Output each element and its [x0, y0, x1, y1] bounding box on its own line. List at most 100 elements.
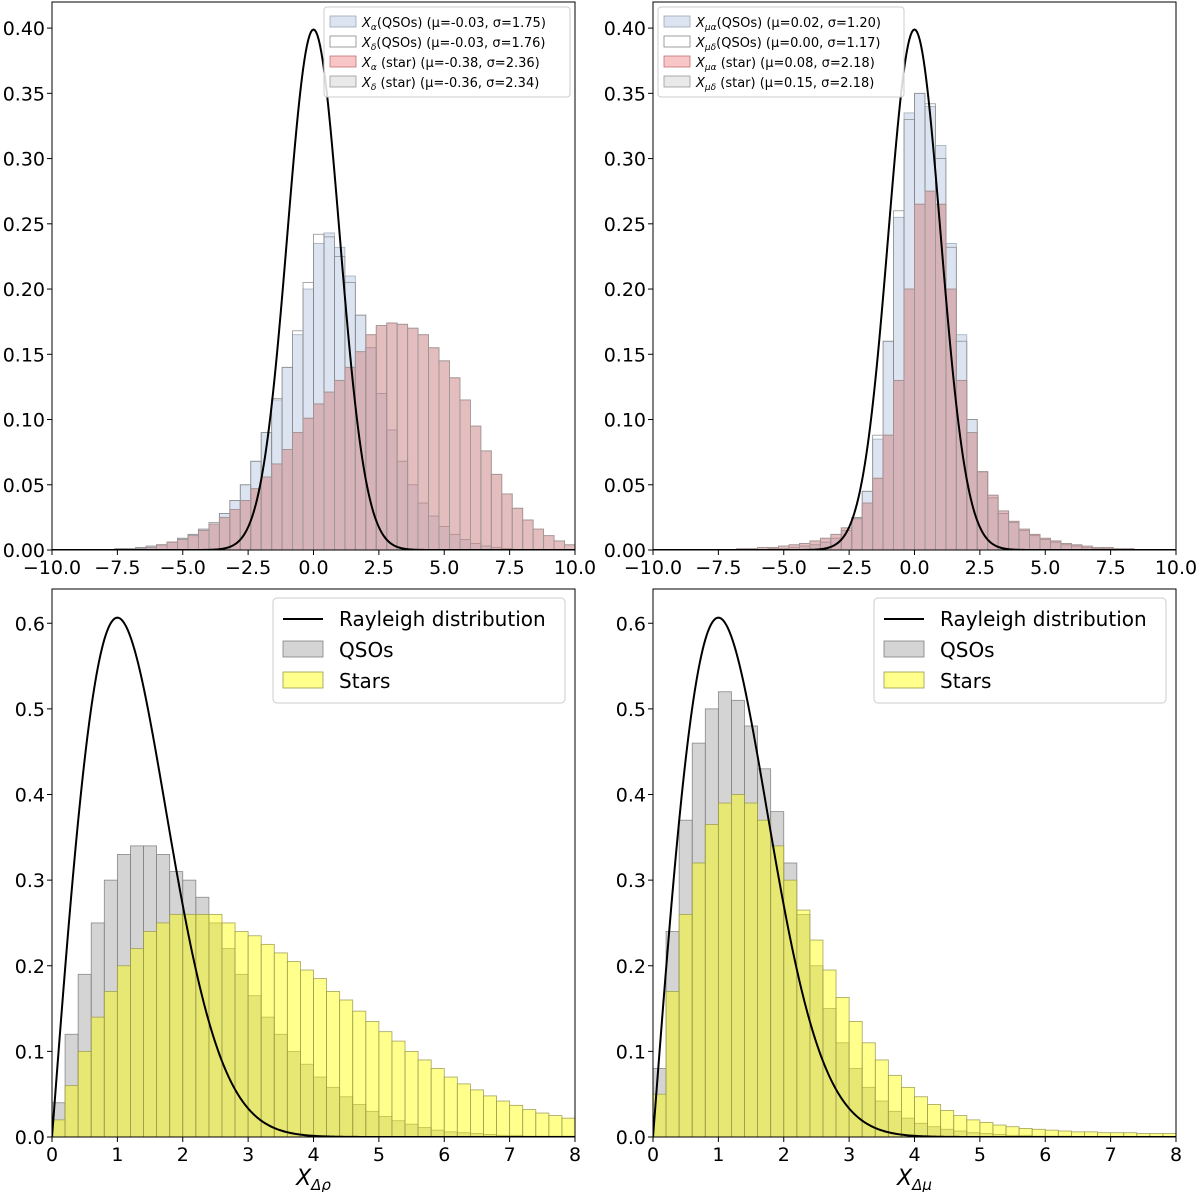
bar	[469, 1089, 484, 1137]
bar	[365, 1021, 380, 1137]
x-tick-label: 6	[438, 1144, 450, 1166]
bar	[1018, 528, 1030, 550]
bar	[90, 1016, 105, 1137]
bar	[77, 1050, 92, 1137]
x-tick-label: 2.5	[965, 557, 995, 579]
bar	[260, 476, 273, 550]
legend-label: Xμδ(QSOs) (μ=0.00, σ=1.17)	[695, 36, 881, 53]
bar	[945, 288, 957, 550]
y-tick-label: 0.10	[3, 410, 45, 432]
bar	[187, 535, 199, 550]
legend-swatch	[663, 55, 691, 68]
legend-label: Stars	[339, 669, 390, 693]
bar	[914, 1096, 928, 1137]
series-3	[135, 322, 575, 550]
bar	[313, 978, 327, 1137]
y-tick-label: 0.3	[616, 870, 646, 892]
chart-top-right: −10.0 −7.5 −5.0 −2.5 0.0 2.5 5.0 7.5 10.0 0.00 0.0…	[604, 1, 1197, 579]
x-tick-label: −10.0	[624, 557, 682, 579]
y-tick-label: 0.4	[15, 785, 45, 807]
y-tick-label: 0.25	[604, 214, 646, 236]
bar	[704, 824, 719, 1137]
bar	[428, 347, 440, 550]
bar	[522, 1109, 537, 1137]
bar	[375, 325, 388, 550]
bar	[221, 922, 236, 1137]
x-tick-label: 2	[778, 1144, 790, 1166]
curve-line	[52, 28, 575, 550]
bar	[882, 434, 894, 550]
legend-swatch	[329, 15, 357, 28]
y-tick-label: 0.4	[616, 785, 646, 807]
x-tick-label: 2.5	[364, 557, 394, 579]
bar	[143, 931, 158, 1137]
legend-box	[657, 6, 905, 98]
legend-label: Xδ(QSOs) (μ=-0.03, σ=1.76)	[361, 36, 545, 53]
bar	[979, 1122, 994, 1137]
bar	[286, 961, 301, 1137]
legend-label: Xα (star) (μ=-0.38, σ=2.36)	[361, 56, 540, 73]
y-tick-label: 0.40	[3, 18, 45, 40]
legend-label: Xμα(QSOs) (μ=0.02, σ=1.20)	[695, 16, 881, 33]
x-tick-label: 5.0	[429, 557, 459, 579]
bar	[966, 1119, 981, 1137]
y-tick-label: 0.15	[604, 344, 646, 366]
bar	[903, 288, 915, 550]
bar	[313, 403, 325, 550]
bar	[103, 991, 118, 1137]
bar	[334, 379, 346, 550]
bar	[407, 327, 419, 550]
y-tick-label: 0.40	[604, 18, 646, 40]
bar	[1018, 1128, 1033, 1137]
bar	[396, 323, 409, 550]
x-tick-label: 4	[307, 1144, 319, 1166]
bar	[208, 523, 220, 550]
x-tick-label: 2	[177, 1144, 189, 1166]
x-tick-label: −7.5	[94, 557, 140, 579]
x-tick-label: 6	[1039, 1144, 1051, 1166]
bar	[997, 510, 1010, 550]
y-tick-label: 0.5	[616, 699, 646, 721]
bar	[872, 477, 884, 550]
bar	[522, 519, 534, 550]
y-tick-label: 0.0	[15, 1127, 45, 1149]
x-tick-label: 5	[974, 1144, 986, 1166]
bar	[391, 1040, 406, 1137]
legend-box	[323, 6, 571, 98]
bar	[914, 203, 926, 550]
x-tick-label: −2.5	[225, 557, 271, 579]
x-tick-label: 0.0	[899, 557, 929, 579]
bar	[940, 1110, 955, 1137]
bar	[404, 1050, 419, 1137]
chart-top-left: −10.0 −7.5 −5.0 −2.5 0.0 2.5 5.0 7.5 10.0 0.00 0.0…	[3, 1, 596, 579]
bar	[924, 190, 936, 550]
series-0	[52, 845, 575, 1137]
bar	[281, 449, 293, 550]
bar	[874, 1059, 889, 1137]
bar	[822, 969, 837, 1137]
plot-area	[52, 28, 575, 550]
x-tick-label: 8	[569, 1144, 581, 1166]
bar	[483, 1095, 497, 1137]
bar	[1044, 1129, 1059, 1137]
bar	[935, 203, 947, 550]
x-tick-label: 0	[647, 1144, 659, 1166]
x-tick-label: 7	[1105, 1144, 1117, 1166]
bar	[887, 1074, 902, 1137]
bar	[501, 493, 513, 550]
y-tick-label: 0.2	[616, 956, 646, 978]
bar	[292, 432, 304, 550]
legend-swatch	[663, 15, 691, 28]
bar	[326, 991, 341, 1137]
legend-label: Xμδ (star) (μ=0.15, σ=2.18)	[695, 76, 874, 93]
x-tick-label: 3	[242, 1144, 254, 1166]
curve-line	[653, 616, 1176, 1137]
x-tick-label: −7.5	[695, 557, 741, 579]
x-tick-label: −10.0	[23, 557, 81, 579]
x-tick-label: 10.0	[1155, 557, 1197, 579]
bar	[198, 530, 210, 550]
x-axis-label: XΔρ	[295, 1166, 331, 1192]
bar	[182, 913, 197, 1137]
bar	[1050, 540, 1062, 550]
